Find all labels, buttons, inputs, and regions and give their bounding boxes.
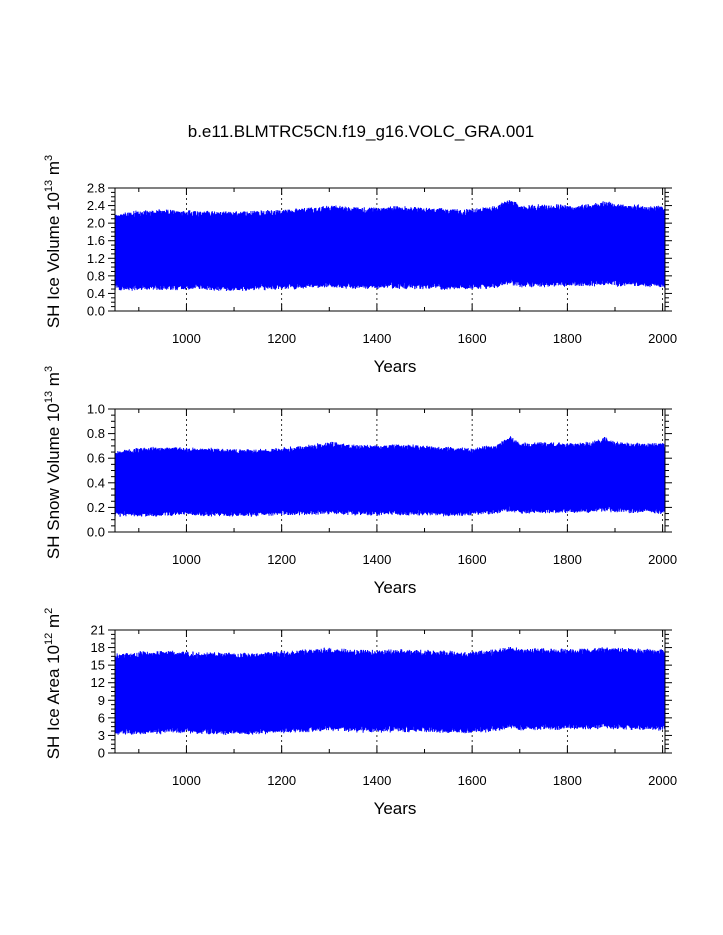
y-tick-label: 2.4 [87,198,105,213]
y-tick-label: 0.0 [87,304,105,319]
x-tick-label: 1800 [553,331,582,346]
y-tick-label: 2.0 [87,216,105,231]
y-tick-label: 12 [91,675,105,690]
chart-panel-3: 1000 1200 1400 1600 1800 2000 Years 0 3 6 9 12 15 18 2… [43,608,677,818]
y-tick-label: 1.0 [87,402,105,417]
x-tick-label: 1200 [267,331,296,346]
y-tick-label: 0.2 [87,500,105,515]
x-tick-label: 1000 [172,331,201,346]
y-axis-label: SH Ice Volume 1013 m3 [43,155,63,328]
y-tick-label: 1.2 [87,251,105,266]
x-tick-label: 1000 [172,773,201,788]
x-tick-label: 1200 [267,552,296,567]
y-axis-label: SH Snow Volume 1013 m3 [43,366,63,559]
x-tick-label: 1200 [267,773,296,788]
series-line [114,646,666,735]
y-tick-label: 0.4 [87,475,105,490]
x-tick-label: 1400 [362,331,391,346]
series-path [114,200,666,291]
chart-panel-2: 1000 1200 1400 1600 1800 2000 Years 0.0 0.2 0.4 0.… [43,366,677,597]
x-ticks [138,409,664,532]
series-path [114,646,666,735]
x-axis-label: Years [374,357,417,376]
y-ticks [108,408,672,533]
y-tick-label: 3 [98,728,105,743]
x-ticks [138,188,664,311]
chart-panels: 1000 1200 1400 1600 1800 2000 Years 0.0 0.4 0.8 1.… [43,155,677,818]
y-tick-label: 2.8 [87,181,105,196]
series-path [114,436,666,517]
series-line [114,436,666,517]
y-tick-label: 6 [98,710,105,725]
y-ticks [108,629,672,754]
y-tick-label: 0.0 [87,525,105,540]
y-tick-label: 0.4 [87,286,105,301]
y-tick-label: 0 [98,746,105,761]
x-tick-label: 1800 [553,773,582,788]
x-tick-label: 1800 [553,552,582,567]
y-ticks [108,187,672,312]
y-axis-label: SH Ice Area 1012 m2 [43,608,63,760]
y-tick-label: 0.8 [87,426,105,441]
figure-title: b.e11.BLMTRC5CN.f19_g16.VOLC_GRA.001 [188,122,534,141]
x-tick-label: 1400 [362,552,391,567]
x-tick-label: 1600 [458,331,487,346]
x-tick-label: 2000 [648,331,677,346]
y-tick-label: 21 [91,623,105,638]
x-tick-label: 1400 [362,773,391,788]
y-tick-label: 9 [98,693,105,708]
y-tick-label: 1.6 [87,233,105,248]
x-tick-label: 2000 [648,773,677,788]
y-tick-label: 0.6 [87,451,105,466]
x-ticks [138,630,664,753]
y-tick-label: 15 [91,658,105,673]
y-tick-label: 0.8 [87,268,105,283]
chart-panel-1: 1000 1200 1400 1600 1800 2000 Years 0.0 0.4 0.8 1.… [43,155,677,376]
x-tick-label: 1600 [458,552,487,567]
series-line [114,200,666,291]
x-axis-label: Years [374,578,417,597]
x-tick-label: 1600 [458,773,487,788]
y-tick-label: 18 [91,640,105,655]
x-tick-label: 2000 [648,552,677,567]
x-axis-label: Years [374,799,417,818]
x-tick-label: 1000 [172,552,201,567]
